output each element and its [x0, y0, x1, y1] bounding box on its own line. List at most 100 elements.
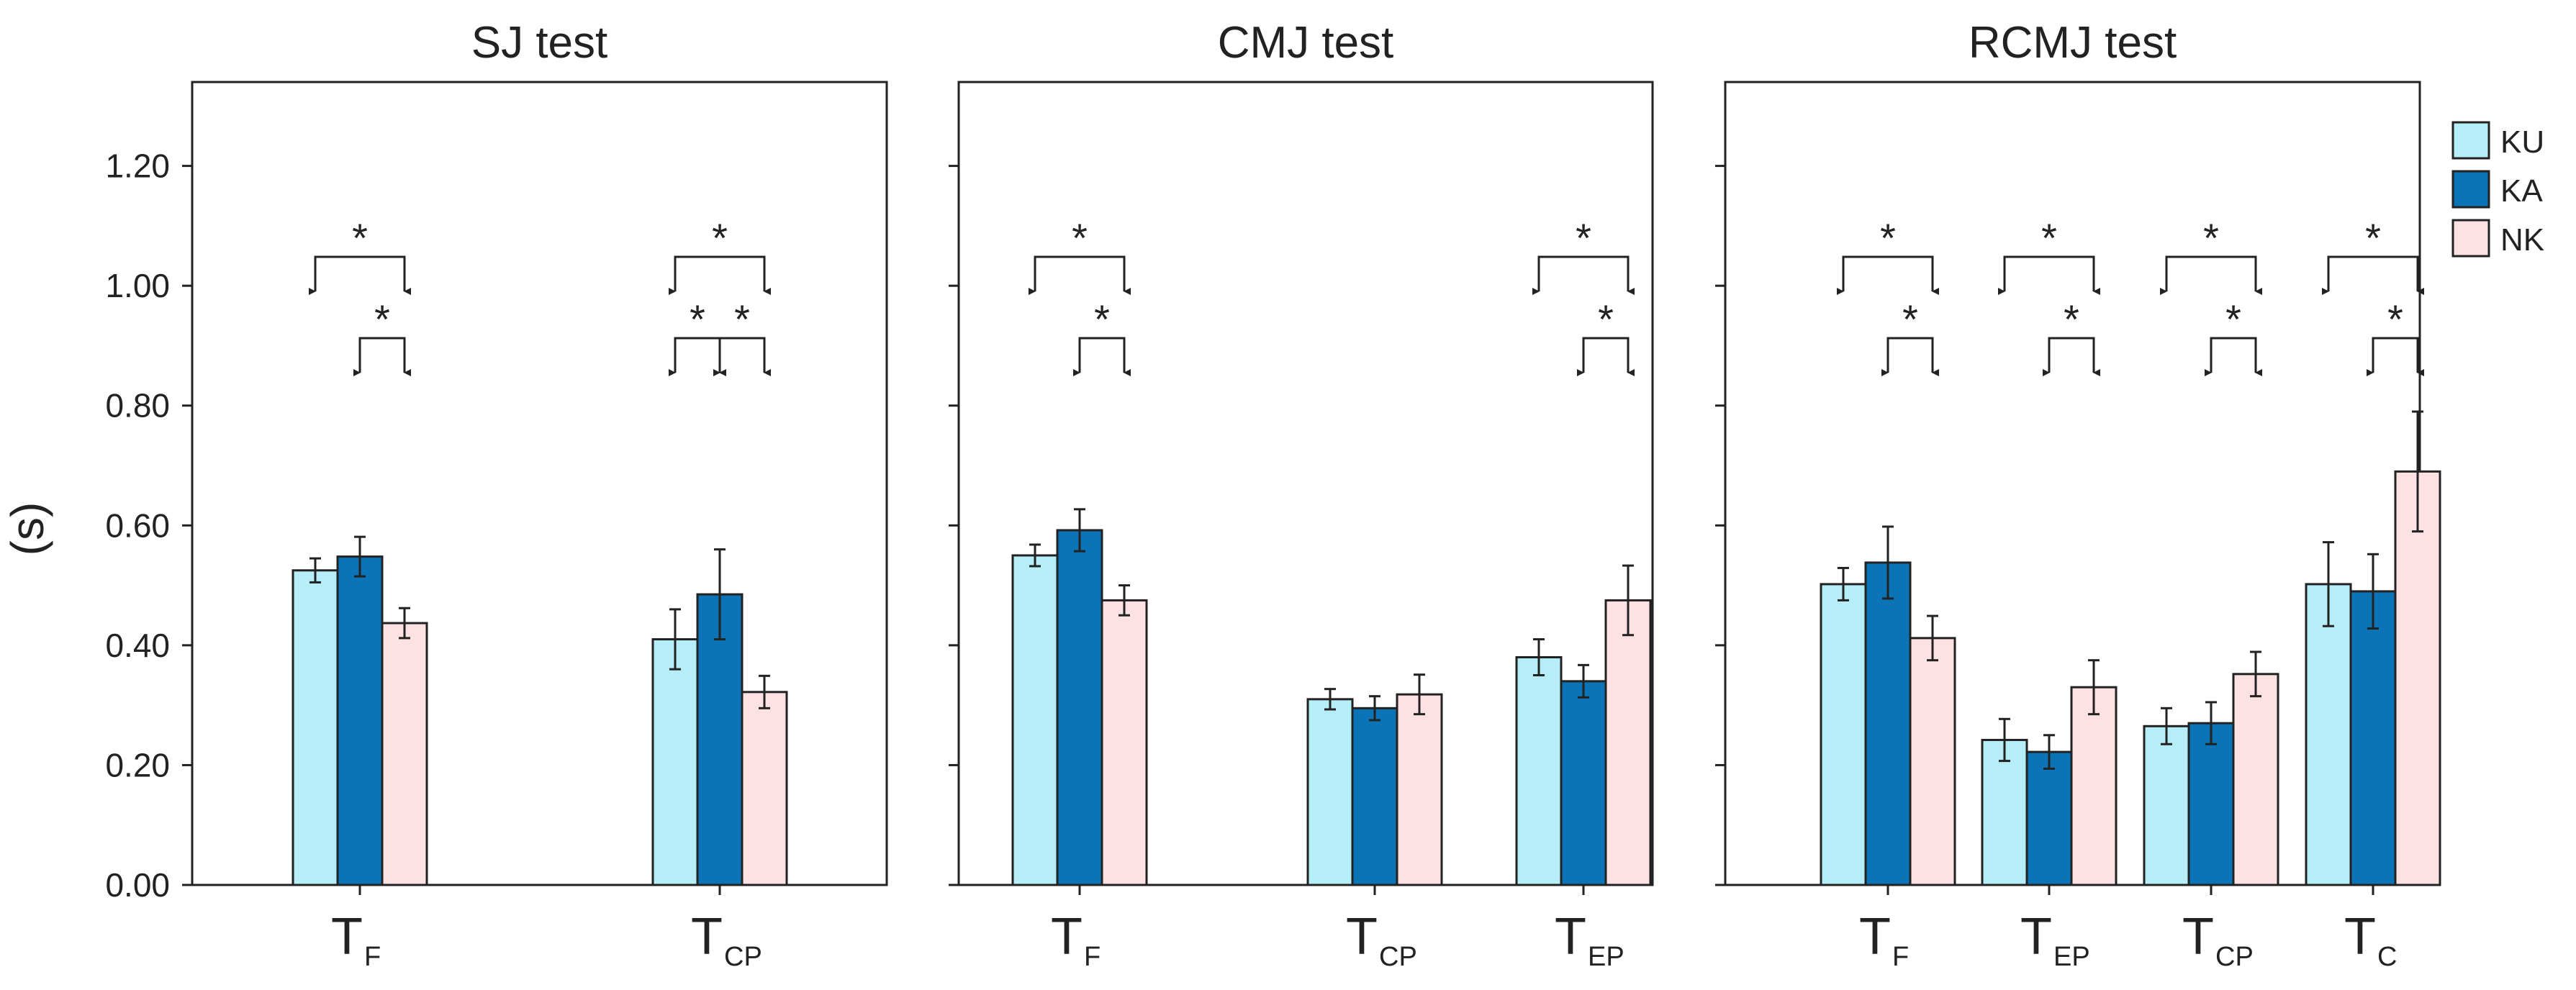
bar-ka [2349, 590, 2397, 886]
significance-bracket [1532, 255, 1635, 295]
panel-frame [957, 81, 1654, 886]
y-tick-label: 1.20 [105, 147, 170, 185]
significance-bracket [1998, 255, 2100, 295]
significance-bracket [1029, 255, 1131, 295]
panel-title: RCMJ test [1969, 18, 2177, 68]
significance-star: * [2064, 296, 2079, 342]
bar-nk [1101, 599, 1148, 886]
bar-ka [2187, 722, 2235, 886]
bar-ku [2305, 583, 2352, 886]
significance-star: * [352, 215, 368, 260]
y-axis-label: (s) [1, 502, 53, 556]
bar-ka [1056, 529, 1103, 886]
bar-ku [1011, 554, 1059, 886]
legend-label: NK [2500, 222, 2544, 258]
significance-star: * [734, 296, 750, 342]
significance-star: * [1094, 296, 1110, 342]
significance-group: ** [1998, 215, 2100, 376]
category-label-sub: CP [1379, 942, 1417, 972]
category-label-main: T [2182, 908, 2214, 966]
bar-ku [292, 569, 339, 886]
y-tick-label: 0.60 [105, 507, 170, 544]
significance-bracket [1073, 337, 1131, 376]
significance-group: ** [1837, 215, 1939, 376]
bar-ku [651, 638, 699, 886]
bar-ka [1351, 707, 1398, 886]
category-label-sub: F [1892, 942, 1909, 972]
bar-ku [1306, 698, 1354, 886]
bar-nk [1909, 637, 1956, 886]
significance-bracket [669, 337, 726, 376]
significance-star: * [712, 215, 728, 260]
significance-bracket [2160, 255, 2262, 295]
category-label-main: T [1346, 908, 1378, 966]
significance-bracket [1881, 337, 1939, 376]
category-label-main: T [1859, 908, 1891, 966]
significance-group: ** [2160, 215, 2262, 376]
category-label-sub: F [1084, 942, 1101, 972]
significance-bracket [669, 255, 771, 295]
significance-star: * [2387, 296, 2403, 342]
legend-swatch-ka [2451, 170, 2490, 209]
bar-ku [1981, 738, 2028, 886]
bar-nk [381, 622, 428, 886]
y-tick-label: 1.00 [105, 267, 170, 304]
panel-frame [191, 81, 888, 886]
category-label-sub: CP [2215, 942, 2254, 972]
significance-star: * [1598, 296, 1614, 342]
significance-star: * [2041, 215, 2057, 260]
category-label-main: T [691, 908, 723, 966]
significance-bracket [2043, 337, 2100, 376]
significance-star: * [1880, 215, 1896, 260]
legend-label: KU [2500, 124, 2544, 160]
significance-star: * [1576, 215, 1591, 260]
bar-nk [2070, 686, 2118, 886]
significance-star: * [2225, 296, 2241, 342]
legend-swatch-nk [2451, 219, 2490, 258]
significance-group: ** * [669, 215, 771, 376]
significance-star: * [2365, 215, 2381, 260]
bar-ka [1864, 561, 1912, 886]
category-label-main: T [1555, 908, 1586, 966]
significance-bracket [309, 255, 411, 295]
category-label-sub: F [364, 942, 381, 972]
category-label-main: T [2020, 908, 2052, 966]
category-label-main: T [1051, 908, 1083, 966]
bar-nk [741, 691, 788, 886]
bar-ku [2143, 725, 2190, 886]
significance-star: * [374, 296, 390, 342]
category-label-sub: EP [2053, 942, 2090, 972]
panel-title: CMJ test [1218, 18, 1394, 68]
y-tick-label: 0.20 [105, 746, 170, 784]
significance-bracket [2205, 337, 2262, 376]
bar-ka [1560, 680, 1607, 886]
bar-nk [1604, 599, 1652, 886]
significance-star: * [2203, 215, 2219, 260]
bar-nk [2232, 673, 2279, 886]
bar-ku [1515, 656, 1563, 886]
category-label-sub: EP [1588, 942, 1624, 972]
legend-swatch-ku [2451, 121, 2490, 160]
significance-group: ** [2322, 215, 2424, 376]
significance-bracket [1837, 255, 1939, 295]
significance-star: * [1072, 215, 1088, 260]
y-tick-label: 0.80 [105, 387, 170, 424]
y-tick-label: 0.00 [105, 866, 170, 904]
category-label-main: T [331, 908, 363, 966]
y-tick-label: 0.40 [105, 627, 170, 664]
significance-bracket [2322, 255, 2424, 295]
category-label-sub: C [2377, 942, 2397, 972]
category-label-main: T [2344, 908, 2376, 966]
bar-nk [1396, 693, 1443, 886]
legend-label: KA [2500, 173, 2543, 209]
significance-bracket [353, 337, 411, 376]
bar-ku [1820, 583, 1867, 886]
significance-group: ** [1532, 215, 1635, 376]
bar-nk [2394, 470, 2441, 886]
bar-ka [336, 555, 384, 886]
significance-bracket [713, 337, 771, 376]
